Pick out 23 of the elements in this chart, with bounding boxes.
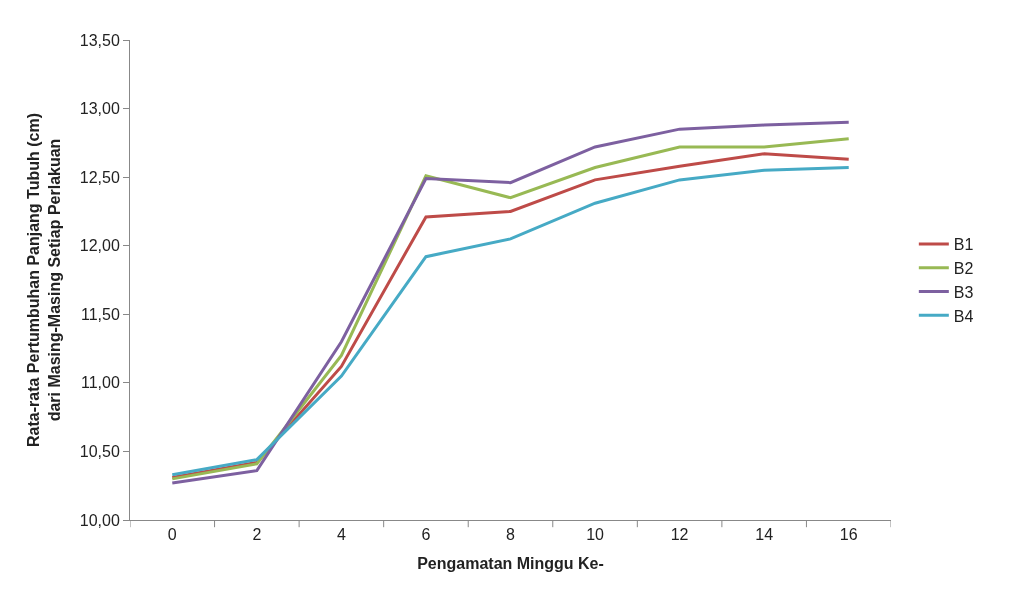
- x-tick-label: 10: [586, 526, 605, 544]
- x-tick-label: 2: [252, 526, 262, 544]
- y-tick-label: 13,50: [79, 31, 120, 49]
- y-tick-label: 12,50: [79, 168, 120, 186]
- legend-label: B3: [953, 283, 974, 301]
- y-tick-label: 11,00: [80, 374, 120, 392]
- x-tick-label: 14: [755, 526, 774, 544]
- x-tick-label: 0: [167, 526, 177, 544]
- legend-label: B1: [953, 236, 974, 254]
- y-tick-label: 11,50: [80, 305, 120, 323]
- x-tick-label: 6: [421, 526, 431, 544]
- legend-label: B2: [953, 259, 974, 277]
- x-tick-label: 16: [839, 526, 858, 544]
- x-tick-label: 4: [336, 526, 346, 544]
- legend-label: B4: [953, 307, 974, 325]
- y-tick-label: 13,00: [79, 100, 120, 118]
- y-axis-title: Rata-rata Pertumbuhan Panjang Tubuh (cm) dari Masing-Masing Setiap Perlakuan: [24, 113, 63, 447]
- y-tick-label: 12,00: [79, 237, 120, 255]
- y-tick-label: 10,50: [79, 443, 120, 461]
- y-tick-label: 10,00: [79, 511, 120, 529]
- x-tick-label: 8: [506, 526, 516, 544]
- x-tick-label: 12: [670, 526, 689, 544]
- x-axis-title: Pengamatan Minggu Ke-: [417, 554, 604, 572]
